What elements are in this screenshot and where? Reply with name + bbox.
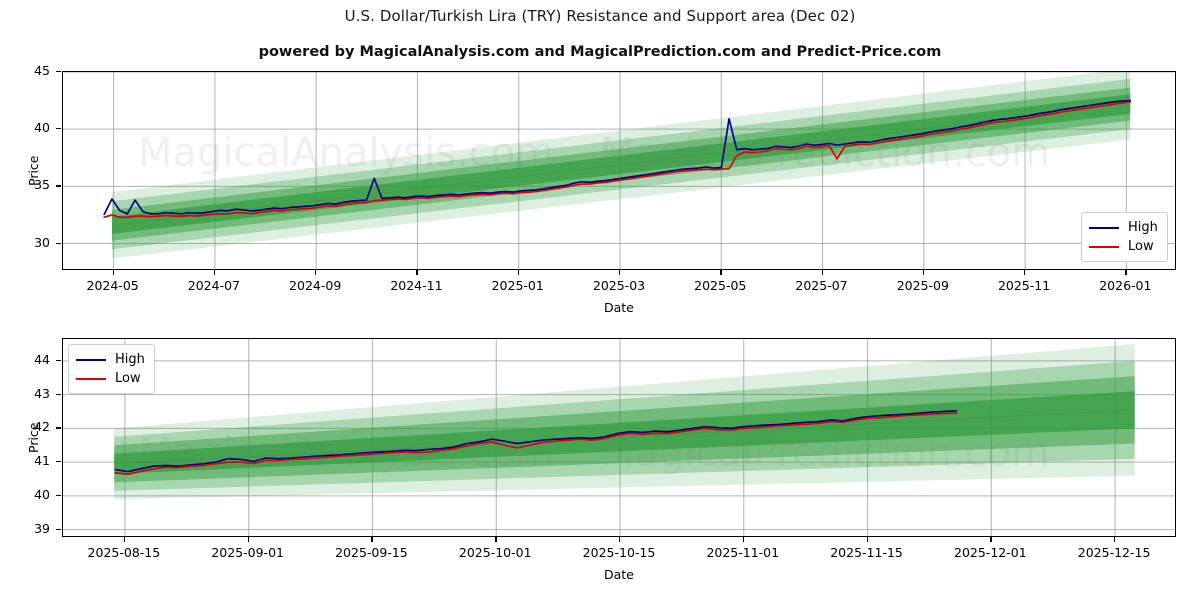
x-tick-mark <box>619 270 621 275</box>
bottom-y-axis-label: Price <box>26 422 41 454</box>
y-tick-mark <box>56 494 61 497</box>
x-tick-mark <box>742 537 745 542</box>
legend-line-high <box>76 358 106 361</box>
y-tick-mark <box>56 185 61 187</box>
x-tick-label: 2025-10-15 <box>582 545 656 560</box>
x-tick-label: 2025-12-01 <box>954 545 1027 560</box>
x-tick-label: 2025-09-01 <box>211 545 284 560</box>
x-tick-mark <box>619 537 621 542</box>
y-tick-mark <box>56 128 61 130</box>
legend-line-low <box>76 377 106 380</box>
x-tick-label: 2024-09 <box>289 278 342 293</box>
x-tick-label: 2025-07 <box>795 278 848 293</box>
x-tick-mark <box>213 270 216 275</box>
x-tick-label: 2026-01 <box>1099 278 1152 293</box>
legend-label-high: High <box>1128 220 1158 235</box>
x-tick-mark <box>720 270 722 275</box>
top-chart-legend[interactable]: High Low <box>1081 212 1168 262</box>
x-tick-mark <box>112 270 114 275</box>
x-tick-mark <box>371 537 373 542</box>
page-subtitle: powered by MagicalAnalysis.com and Magic… <box>258 44 942 60</box>
y-tick-label: 35 <box>34 177 50 193</box>
x-tick-label: 2025-11 <box>997 278 1051 293</box>
bottom-x-axis-label: Date <box>604 567 634 582</box>
top-x-axis-label: Date <box>604 300 634 315</box>
y-tick-mark <box>56 393 61 395</box>
x-tick-mark <box>1024 270 1026 275</box>
x-tick-mark <box>495 537 497 542</box>
x-tick-mark <box>315 270 317 275</box>
x-tick-mark <box>1125 270 1127 275</box>
bottom-chart-svg <box>63 339 1175 536</box>
x-tick-mark <box>990 537 992 542</box>
legend-label-low: Low <box>1128 239 1154 254</box>
x-tick-label: 2024-11 <box>390 278 443 293</box>
y-tick-mark <box>56 71 61 73</box>
x-tick-mark <box>416 270 418 275</box>
y-tick-label: 45 <box>34 63 50 78</box>
top-chart-svg <box>63 72 1175 269</box>
x-tick-label: 2025-12-15 <box>1077 545 1151 560</box>
legend-item-low[interactable]: Low <box>1089 237 1158 256</box>
y-tick-label: 44 <box>34 351 50 367</box>
top-plot-area <box>62 71 1176 270</box>
y-tick-mark <box>56 242 61 244</box>
x-tick-label: 2024-05 <box>86 278 139 293</box>
legend-item-low[interactable]: Low <box>76 369 145 388</box>
y-tick-mark <box>56 461 61 463</box>
top-y-axis-label: Price <box>26 155 41 187</box>
y-tick-label: 42 <box>34 419 50 435</box>
x-tick-label: 2025-10-01 <box>458 545 532 560</box>
legend-line-low <box>1089 245 1119 248</box>
x-tick-mark <box>922 270 925 275</box>
legend-line-high <box>1089 226 1119 229</box>
y-tick-mark <box>56 528 61 530</box>
y-tick-label: 43 <box>34 385 50 401</box>
legend-item-high[interactable]: High <box>76 350 145 369</box>
x-tick-mark <box>821 270 823 275</box>
x-tick-label: 2025-08-15 <box>87 545 161 560</box>
x-tick-label: 2025-03 <box>592 278 646 293</box>
x-tick-label: 2025-09 <box>896 278 949 293</box>
x-tick-mark <box>866 537 868 542</box>
legend-label-low: Low <box>115 371 141 386</box>
bottom-chart-panel <box>62 338 1176 537</box>
x-tick-label: 2024-07 <box>187 278 241 293</box>
x-tick-label: 2025-01 <box>491 278 544 293</box>
y-tick-label: 41 <box>34 453 50 469</box>
y-tick-label: 40 <box>34 120 50 136</box>
x-tick-label: 2025-11-15 <box>830 545 903 560</box>
x-tick-mark <box>247 537 249 542</box>
legend-label-high: High <box>115 352 145 367</box>
top-chart-panel <box>62 71 1176 270</box>
page-title: U.S. Dollar/Turkish Lira (TRY) Resistanc… <box>344 7 856 25</box>
legend-item-high[interactable]: High <box>1089 218 1158 237</box>
x-tick-mark <box>517 270 520 275</box>
x-tick-mark <box>123 537 126 542</box>
y-tick-label: 40 <box>34 486 50 502</box>
y-tick-label: 30 <box>34 234 50 250</box>
x-tick-label: 2025-05 <box>694 278 747 293</box>
y-tick-mark <box>56 359 61 362</box>
x-tick-mark <box>1114 537 1116 542</box>
bottom-chart-legend[interactable]: High Low <box>68 344 155 394</box>
bottom-plot-area <box>62 338 1176 537</box>
y-tick-mark <box>56 427 61 429</box>
x-tick-label: 2025-11-01 <box>706 545 780 560</box>
x-tick-label: 2025-09-15 <box>335 545 408 560</box>
y-tick-label: 39 <box>34 520 50 536</box>
